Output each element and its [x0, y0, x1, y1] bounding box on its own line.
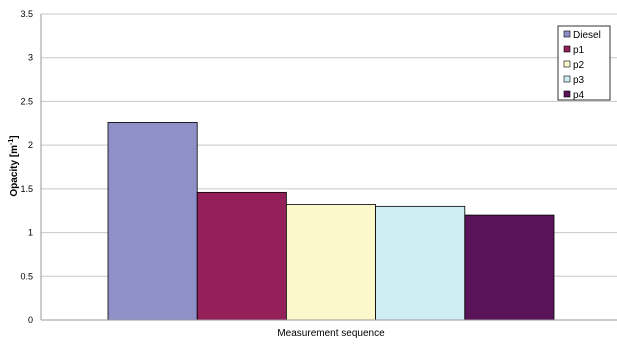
- legend: Diesel p1 p2 p3 p4: [557, 25, 611, 101]
- y-tick-labels: 0 0.5 1 1.5 2 2.5 3 3.5: [20, 9, 33, 325]
- legend-swatch-p3: [563, 75, 571, 83]
- y-tick-label: 1.5: [20, 184, 33, 194]
- y-tick-label: 1: [28, 228, 33, 238]
- y-tick-label: 0.5: [20, 271, 33, 281]
- y-axis-label-close: ]: [9, 135, 20, 138]
- y-tick-label: 2: [28, 140, 33, 150]
- legend-swatch-p4: [563, 90, 571, 98]
- y-axis-label: Opacity [m-1]: [8, 135, 20, 196]
- bar-p1: [196, 191, 287, 321]
- y-axis-label-main: Opacity [m: [9, 145, 20, 197]
- bar-p2: [285, 204, 376, 321]
- legend-label-p1: p1: [573, 45, 585, 56]
- y-tick-label: 3: [28, 53, 33, 63]
- bar-p3: [375, 205, 466, 321]
- y-axis-label-superscript: -1: [8, 139, 15, 145]
- y-tick-label: 2.5: [20, 96, 33, 106]
- legend-label-p4: p4: [573, 90, 585, 101]
- bar-diesel: [107, 122, 198, 321]
- legend-label-p2: p2: [573, 60, 585, 71]
- legend-label-diesel: Diesel: [573, 30, 601, 41]
- legend-swatch-p1: [563, 45, 571, 53]
- y-tick-label: 3.5: [20, 9, 33, 19]
- bar-p4: [464, 214, 555, 321]
- legend-swatch-p2: [563, 60, 571, 68]
- legend-label-p3: p3: [573, 75, 585, 86]
- y-tick-label: 0: [28, 315, 33, 325]
- legend-swatch-diesel: [563, 30, 571, 38]
- x-axis-label: Measurement sequence: [277, 328, 385, 339]
- bars: [107, 122, 555, 321]
